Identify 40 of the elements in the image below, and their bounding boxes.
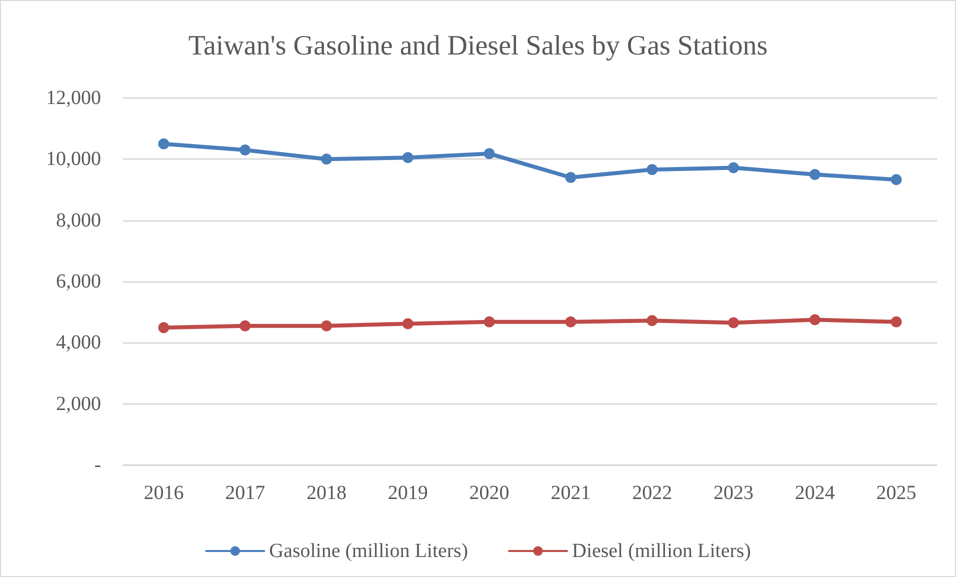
point bbox=[809, 314, 820, 326]
y-tick-label: 12,000 bbox=[46, 87, 101, 109]
x-tick-label: 2019 bbox=[388, 482, 428, 504]
point bbox=[890, 174, 902, 186]
point bbox=[728, 317, 739, 328]
y-tick-label: 2,000 bbox=[56, 392, 101, 415]
legend-label: Diesel (million Liters) bbox=[572, 540, 751, 562]
point bbox=[240, 320, 251, 332]
x-tick-label: 2020 bbox=[469, 482, 510, 504]
point bbox=[728, 162, 739, 174]
y-tick-label: 8,000 bbox=[56, 209, 101, 232]
point bbox=[646, 315, 658, 326]
point bbox=[565, 172, 576, 184]
y-tick-label: - bbox=[94, 454, 101, 476]
y-tick-label: 4,000 bbox=[56, 332, 101, 354]
point bbox=[240, 144, 251, 156]
x-tick-label: 2025 bbox=[876, 482, 916, 504]
point bbox=[809, 168, 820, 180]
x-tick-label: 2023 bbox=[714, 482, 754, 504]
legend-label: Gasoline (million Liters) bbox=[269, 540, 468, 562]
point bbox=[646, 164, 658, 176]
x-tick-label: 2017 bbox=[225, 482, 266, 504]
point bbox=[402, 318, 414, 330]
point bbox=[484, 316, 495, 328]
point bbox=[321, 320, 332, 332]
y-tick-label: 6,000 bbox=[56, 270, 101, 292]
point bbox=[321, 154, 332, 165]
point bbox=[890, 316, 902, 328]
x-tick-label: 2021 bbox=[550, 482, 591, 504]
x-tick-label: 2022 bbox=[632, 482, 672, 504]
x-tick-label: 2016 bbox=[144, 482, 184, 504]
point bbox=[158, 138, 170, 150]
point bbox=[484, 148, 495, 160]
x-tick-label: 2024 bbox=[794, 482, 835, 504]
point bbox=[565, 316, 576, 328]
point bbox=[158, 322, 170, 334]
chart-title: Taiwan's Gasoline and Diesel Sales by Gas Stations bbox=[188, 30, 768, 62]
y-tick-label: 10,000 bbox=[46, 148, 101, 170]
point bbox=[402, 152, 414, 164]
x-tick-label: 2018 bbox=[306, 482, 346, 504]
